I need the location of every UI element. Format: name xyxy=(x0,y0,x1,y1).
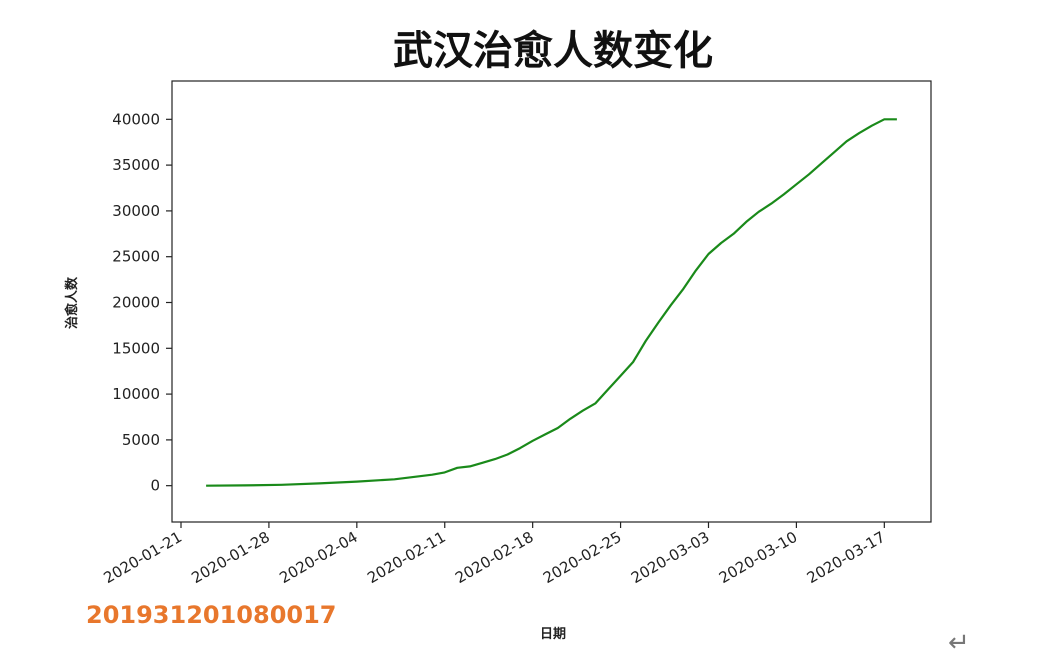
y-tick-label: 25000 xyxy=(112,248,160,266)
x-tick-label: 2020-01-28 xyxy=(188,528,273,587)
x-tick-label: 2020-01-21 xyxy=(100,528,185,587)
x-tick-label: 2020-02-11 xyxy=(364,528,449,587)
y-tick-label: 20000 xyxy=(112,294,160,312)
y-tick-label: 10000 xyxy=(112,385,160,403)
x-tick-label: 2020-03-10 xyxy=(716,528,801,587)
y-tick-label: 40000 xyxy=(112,110,160,128)
plot-area: 0 5000 10000 15000 20000 25000 30000 35000 40000… xyxy=(100,80,932,587)
x-tick-label: 2020-02-25 xyxy=(540,528,625,587)
return-icon: ↵ xyxy=(948,628,970,658)
chart-title: 武汉治愈人数变化 xyxy=(393,27,713,74)
series-line xyxy=(206,118,897,487)
y-tick-label: 35000 xyxy=(112,156,160,174)
y-tick-label: 0 xyxy=(150,477,160,495)
x-tick-label: 2020-02-04 xyxy=(276,528,361,587)
student-id-watermark: 201931201080017 xyxy=(86,601,337,629)
y-tick-label: 5000 xyxy=(122,431,160,449)
x-tick-label: 2020-03-17 xyxy=(804,528,889,587)
x-tick-label: 2020-03-03 xyxy=(628,528,713,587)
y-tick-label: 30000 xyxy=(112,202,160,220)
plot-frame xyxy=(171,80,932,523)
y-tick-label: 15000 xyxy=(112,339,160,357)
x-axis-label: 日期 xyxy=(540,627,566,642)
x-tick-label: 2020-02-18 xyxy=(452,528,537,587)
y-axis-label: 治愈人数 xyxy=(64,276,80,329)
